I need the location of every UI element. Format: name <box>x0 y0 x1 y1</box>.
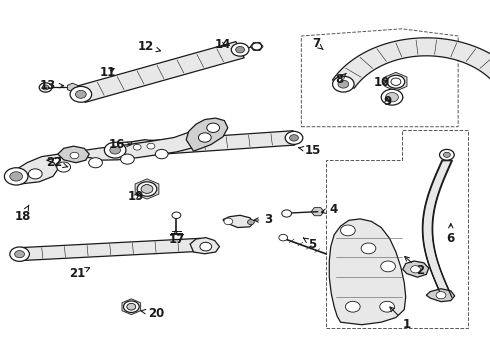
Circle shape <box>391 78 401 85</box>
Circle shape <box>381 261 395 272</box>
Circle shape <box>145 187 149 191</box>
Circle shape <box>123 301 139 312</box>
Polygon shape <box>14 126 215 184</box>
Circle shape <box>386 93 398 102</box>
Text: 2: 2 <box>405 256 424 277</box>
Circle shape <box>121 154 134 164</box>
Circle shape <box>89 158 102 168</box>
Circle shape <box>440 149 454 160</box>
Circle shape <box>4 168 28 185</box>
Text: 10: 10 <box>374 76 391 89</box>
Circle shape <box>411 266 420 273</box>
Polygon shape <box>186 118 228 151</box>
Polygon shape <box>332 38 490 88</box>
Circle shape <box>57 162 71 172</box>
Circle shape <box>436 292 446 299</box>
Circle shape <box>42 85 49 90</box>
Circle shape <box>10 247 29 261</box>
Polygon shape <box>426 289 455 302</box>
Circle shape <box>155 149 168 159</box>
Circle shape <box>137 182 157 196</box>
Text: 22: 22 <box>46 156 68 169</box>
Circle shape <box>247 220 254 225</box>
Circle shape <box>39 83 52 92</box>
Text: 13: 13 <box>40 79 64 92</box>
Text: 17: 17 <box>168 230 185 246</box>
Circle shape <box>28 169 42 179</box>
Circle shape <box>345 301 360 312</box>
Circle shape <box>387 75 405 88</box>
Polygon shape <box>131 140 162 153</box>
Text: 1: 1 <box>390 307 411 330</box>
Circle shape <box>380 301 394 312</box>
Circle shape <box>282 210 292 217</box>
Circle shape <box>341 225 355 236</box>
Text: 16: 16 <box>108 138 131 150</box>
Circle shape <box>104 142 126 158</box>
Circle shape <box>141 185 153 193</box>
Text: 15: 15 <box>299 144 321 157</box>
Circle shape <box>127 303 136 310</box>
Polygon shape <box>135 179 159 199</box>
Circle shape <box>141 185 153 193</box>
Circle shape <box>198 133 211 142</box>
Polygon shape <box>190 238 220 254</box>
Circle shape <box>147 143 155 149</box>
Circle shape <box>224 218 233 225</box>
Text: 20: 20 <box>141 307 164 320</box>
Circle shape <box>10 172 23 181</box>
Text: 14: 14 <box>215 39 231 51</box>
Polygon shape <box>385 72 407 91</box>
Circle shape <box>290 135 298 141</box>
Circle shape <box>133 144 141 150</box>
Circle shape <box>110 146 121 154</box>
Polygon shape <box>223 215 254 228</box>
Circle shape <box>70 86 92 102</box>
Circle shape <box>70 152 79 159</box>
Circle shape <box>200 242 212 251</box>
Text: 12: 12 <box>138 40 161 53</box>
Circle shape <box>285 131 303 144</box>
Text: 19: 19 <box>128 190 145 203</box>
Circle shape <box>127 303 136 310</box>
Circle shape <box>381 89 403 105</box>
Circle shape <box>75 90 86 98</box>
Text: 7: 7 <box>312 37 323 50</box>
Polygon shape <box>329 219 406 325</box>
Circle shape <box>333 76 354 92</box>
Polygon shape <box>68 83 77 92</box>
Polygon shape <box>122 299 141 315</box>
Circle shape <box>15 251 24 258</box>
Polygon shape <box>76 42 245 102</box>
Circle shape <box>443 152 450 157</box>
Text: 8: 8 <box>335 73 346 86</box>
Polygon shape <box>250 42 263 50</box>
Circle shape <box>279 234 288 241</box>
Circle shape <box>236 46 245 53</box>
Polygon shape <box>311 208 324 216</box>
Circle shape <box>207 123 220 132</box>
Circle shape <box>338 80 349 88</box>
Circle shape <box>172 212 181 219</box>
Circle shape <box>361 243 376 254</box>
Text: 18: 18 <box>14 205 31 223</box>
Polygon shape <box>19 238 201 261</box>
Text: 5: 5 <box>303 238 317 251</box>
Text: 3: 3 <box>254 213 272 226</box>
Text: 4: 4 <box>321 203 337 216</box>
Text: 6: 6 <box>447 224 455 245</box>
Circle shape <box>391 78 401 85</box>
Text: 9: 9 <box>383 95 391 108</box>
Polygon shape <box>58 146 89 163</box>
Circle shape <box>252 43 262 50</box>
Polygon shape <box>403 261 429 277</box>
Text: 21: 21 <box>69 267 90 280</box>
Circle shape <box>231 43 249 56</box>
Text: 11: 11 <box>99 66 116 78</box>
Polygon shape <box>114 131 295 157</box>
